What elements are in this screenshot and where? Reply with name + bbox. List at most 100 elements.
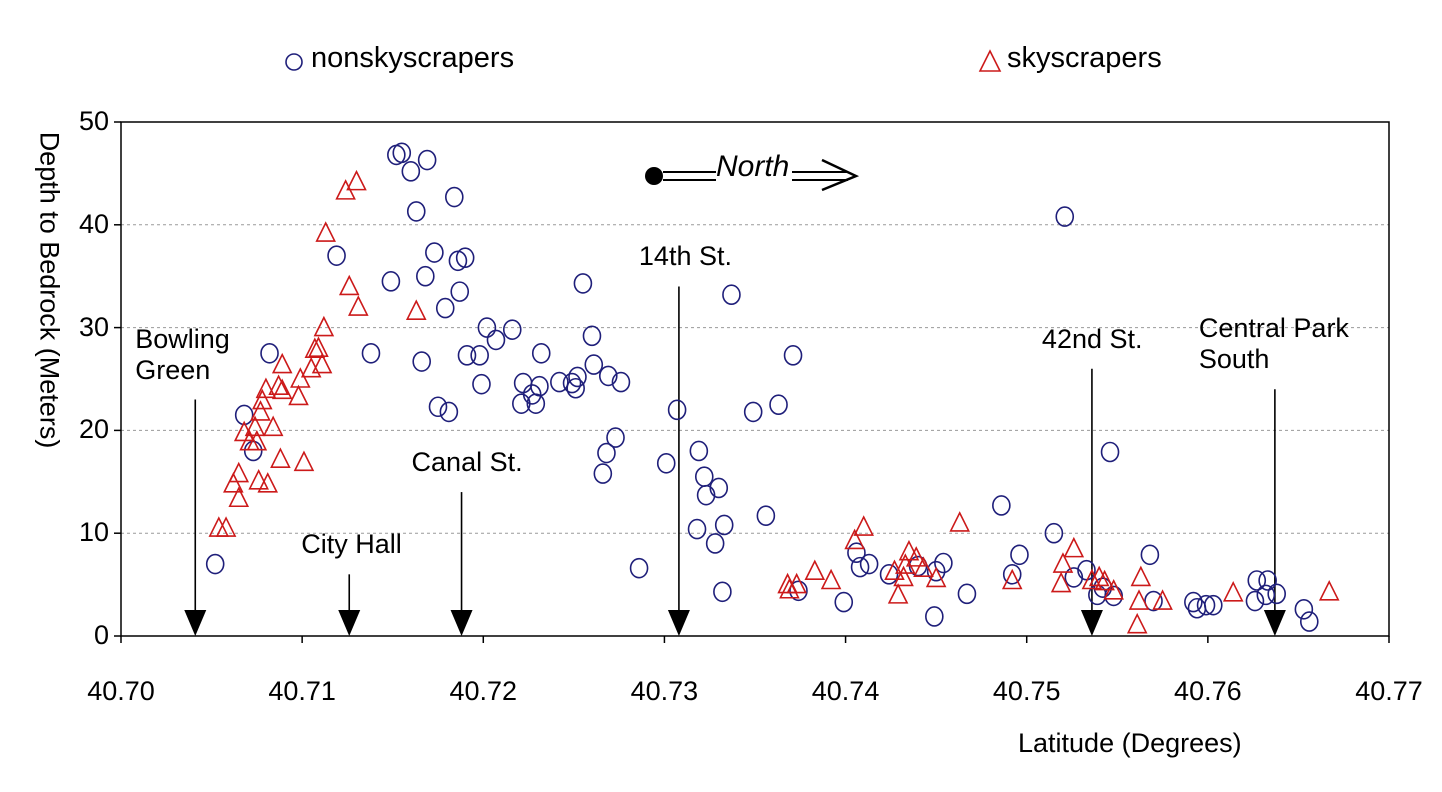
y-tick-label: 10 bbox=[78, 517, 109, 548]
data-points bbox=[205, 142, 1340, 634]
skyscraper-point bbox=[1152, 589, 1173, 610]
nonskyscraper-point bbox=[705, 533, 725, 554]
nonskyscraper-point bbox=[1144, 590, 1163, 612]
nonskyscraper-point bbox=[926, 560, 946, 582]
nonskyscraper-point bbox=[957, 583, 977, 605]
skyscraper-point bbox=[1094, 569, 1115, 591]
landmark-label: 42nd St. bbox=[1041, 323, 1143, 354]
gridlines bbox=[121, 224, 1389, 534]
skyscraper-point bbox=[270, 447, 291, 468]
skyscraper-point bbox=[884, 559, 905, 581]
nonskyscraper-point bbox=[234, 404, 254, 426]
nonskyscraper-point bbox=[530, 375, 549, 397]
nonskyscraper-point bbox=[573, 273, 593, 294]
nonskyscraper-point bbox=[439, 401, 459, 423]
skyscraper-point bbox=[293, 450, 315, 472]
nonskyscraper-point bbox=[667, 399, 687, 421]
nonskyscraper-point bbox=[714, 514, 734, 536]
nonskyscraper-point bbox=[435, 297, 455, 319]
skyscraper-point bbox=[215, 516, 237, 537]
north-arrow-dot bbox=[645, 167, 663, 185]
skyscraper-point bbox=[1052, 552, 1074, 573]
skyscraper-point bbox=[246, 429, 268, 451]
skyscraper-point bbox=[228, 461, 250, 483]
y-tick-label: 20 bbox=[78, 414, 109, 445]
nonskyscraper-point bbox=[562, 372, 582, 394]
nonskyscraper-point bbox=[722, 284, 741, 306]
skyscraper-point bbox=[779, 577, 800, 599]
nonskyscraper-point bbox=[327, 245, 346, 266]
nonskyscraper-point bbox=[1104, 585, 1123, 607]
nonskyscraper-point bbox=[1247, 570, 1267, 591]
y-tick-label: 0 bbox=[93, 620, 109, 650]
nonskyscraper-point bbox=[486, 329, 506, 351]
nonskyscraper-point bbox=[472, 373, 491, 395]
x-tick-label: 40.74 bbox=[811, 676, 880, 706]
skyscraper-point bbox=[1318, 580, 1340, 601]
nonskyscraper-point bbox=[925, 606, 944, 627]
nonskyscraper-point bbox=[412, 351, 431, 372]
skyscraper-point bbox=[271, 352, 293, 374]
nonskyscraper-point bbox=[1245, 590, 1265, 612]
skyscraper-point bbox=[248, 468, 269, 490]
nonskyscraper-point bbox=[550, 371, 569, 393]
y-tick-label: 40 bbox=[78, 208, 109, 239]
skyscraper-point bbox=[1001, 568, 1023, 590]
nonskyscraper-point bbox=[445, 186, 464, 208]
nonskyscraper-point bbox=[401, 161, 421, 182]
nonskyscraper-point bbox=[689, 440, 709, 462]
nonskyscraper-point bbox=[743, 401, 763, 423]
skyscraper-point bbox=[313, 315, 335, 337]
landmark-arrow-head bbox=[184, 610, 207, 636]
nonskyscraper-point bbox=[1002, 564, 1022, 585]
x-tick-label: 40.75 bbox=[992, 676, 1061, 706]
nonskyscraper-point bbox=[850, 556, 870, 578]
skyscraper-point bbox=[804, 559, 826, 581]
nonskyscraper-point bbox=[1093, 577, 1113, 598]
nonskyscraper-point bbox=[598, 365, 618, 387]
landmark-arrow-head bbox=[1080, 610, 1103, 636]
nonskyscraper-point bbox=[611, 371, 631, 393]
landmark-label: 14th St. bbox=[638, 241, 732, 272]
skyscraper-point bbox=[853, 515, 874, 536]
nonskyscraper-point bbox=[656, 452, 676, 474]
nonskyscraper-point bbox=[243, 440, 263, 462]
skyscraper-point bbox=[228, 486, 250, 508]
x-tick-label: 40.71 bbox=[268, 676, 336, 706]
skyscraper-point bbox=[1063, 536, 1085, 558]
nonskyscraper-point bbox=[477, 317, 497, 338]
skyscraper-point bbox=[893, 565, 914, 587]
nonskyscraper-point bbox=[1064, 567, 1084, 588]
skyscraper-point bbox=[1128, 589, 1150, 610]
nonskyscraper-point bbox=[709, 477, 729, 499]
north-arrow-head bbox=[821, 158, 860, 192]
skyscraper-point bbox=[405, 299, 427, 320]
nonskyscraper-point bbox=[428, 396, 448, 418]
nonskyscraper-point bbox=[934, 552, 953, 574]
legend-marker-nonskyscrapers bbox=[285, 53, 303, 71]
nonskyscraper-point bbox=[694, 466, 714, 487]
nonskyscraper-point bbox=[879, 564, 899, 585]
skyscraper-point bbox=[346, 169, 367, 191]
skyscraper-point bbox=[250, 400, 271, 421]
y-axis-label: Depth to Bedrock (Meters) bbox=[34, 131, 65, 449]
y-tick-label: 30 bbox=[78, 311, 109, 342]
nonskyscraper-point bbox=[593, 463, 613, 484]
nonskyscraper-point bbox=[1184, 591, 1203, 613]
plot-area-border bbox=[120, 121, 1390, 637]
x-tick-label: 40.73 bbox=[630, 676, 699, 706]
x-tick-label: 40.72 bbox=[449, 676, 518, 706]
nonskyscraper-point bbox=[992, 495, 1011, 516]
skyscraper-point bbox=[913, 556, 934, 577]
skyscraper-point bbox=[820, 568, 842, 590]
nonskyscraper-point bbox=[1055, 206, 1075, 227]
nonskyscraper-point bbox=[629, 557, 649, 579]
y-tick-label: 50 bbox=[78, 106, 109, 136]
skyscraper-point bbox=[786, 572, 807, 594]
legend-marker-skyscrapers bbox=[978, 49, 1002, 72]
skyscraper-point bbox=[311, 352, 333, 374]
skyscraper-point bbox=[925, 566, 947, 588]
nonskyscraper-point bbox=[416, 265, 435, 287]
nonskyscraper-point bbox=[260, 342, 279, 364]
landmark-arrow-head bbox=[338, 610, 361, 636]
